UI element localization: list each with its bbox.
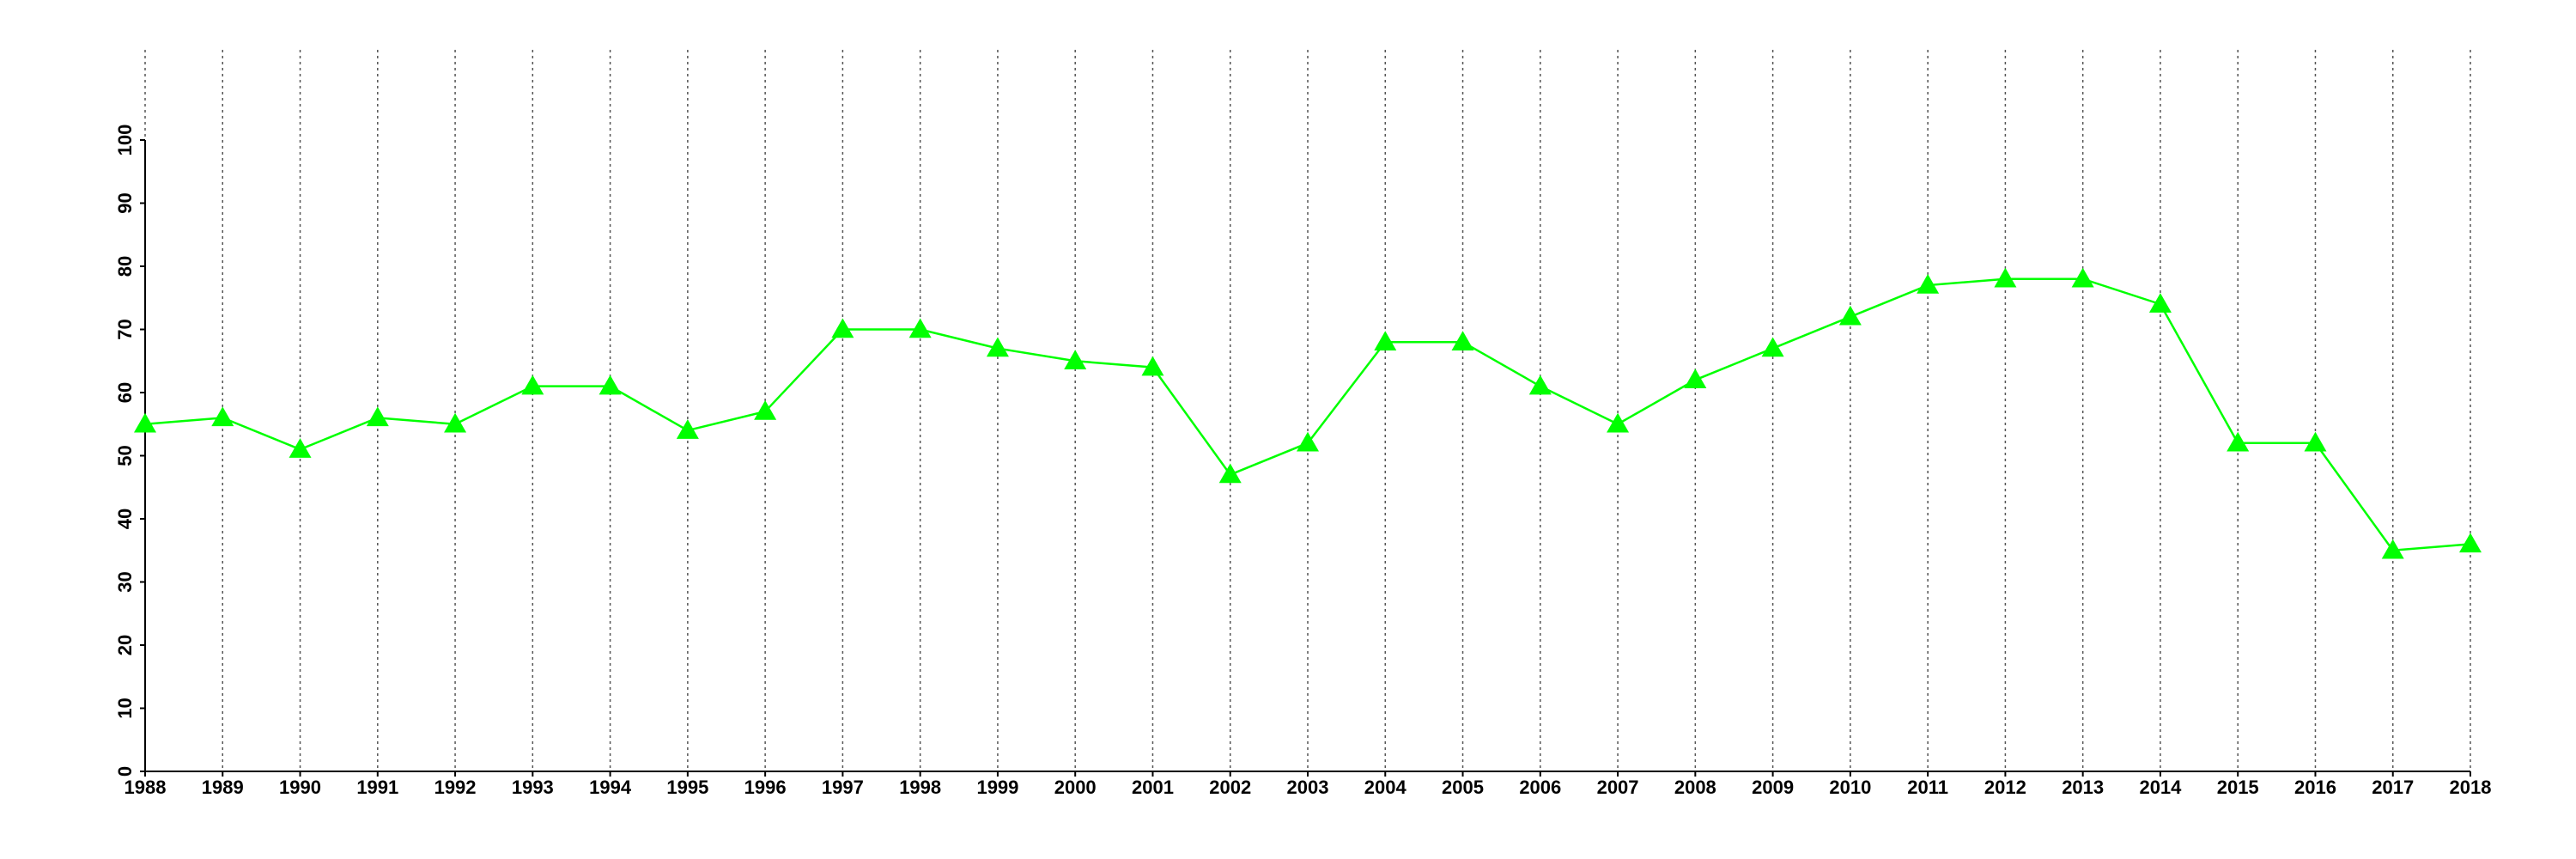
- marker: [211, 406, 234, 427]
- x-tick-label: 1994: [589, 777, 632, 798]
- x-tick-label: 2005: [1442, 777, 1484, 798]
- marker: [986, 337, 1009, 357]
- marker: [2381, 539, 2404, 559]
- marker: [2459, 533, 2482, 553]
- marker: [1141, 356, 1164, 376]
- x-tick-label: 2003: [1287, 777, 1329, 798]
- marker: [2071, 267, 2094, 288]
- marker: [1064, 350, 1087, 369]
- x-tick-label: 2011: [1907, 777, 1948, 798]
- x-tick-label: 1989: [202, 777, 244, 798]
- x-tick-label: 1993: [512, 777, 554, 798]
- data-line: [144, 277, 2471, 552]
- x-tick-label: 1995: [666, 777, 708, 798]
- y-tick-label: 80: [114, 256, 136, 277]
- x-tick-label: 2001: [1132, 777, 1174, 798]
- y-tick-label: 30: [114, 571, 136, 592]
- y-tick-label: 20: [114, 635, 136, 655]
- marker: [289, 438, 312, 458]
- marker: [1917, 274, 1940, 294]
- x-tick-label: 2015: [2217, 777, 2259, 798]
- marker: [444, 412, 467, 433]
- y-tick-label: 40: [114, 509, 136, 529]
- y-tick-label: 70: [114, 319, 136, 339]
- x-tick-label: 2010: [1829, 777, 1871, 798]
- x-tick-label: 1990: [279, 777, 321, 798]
- x-tick-label: 2006: [1519, 777, 1561, 798]
- x-tick-label: 2016: [2294, 777, 2336, 798]
- y-tick-label: 10: [114, 698, 136, 718]
- marker: [2227, 431, 2250, 452]
- marker: [1451, 331, 1474, 350]
- x-tick-label: 1991: [356, 777, 398, 798]
- marker: [1838, 305, 1862, 326]
- x-tick-label: 2013: [2062, 777, 2104, 798]
- marker: [1684, 369, 1707, 389]
- marker: [1761, 337, 1784, 357]
- marker: [831, 318, 854, 338]
- x-tick-label: 1999: [976, 777, 1018, 798]
- x-tick-label: 1996: [744, 777, 787, 798]
- y-tick-label: 50: [114, 445, 136, 466]
- marker: [908, 318, 932, 338]
- y-tick-label: 60: [114, 382, 136, 403]
- x-tick-label: 2018: [2450, 777, 2492, 798]
- x-tick-label: 2009: [1752, 777, 1794, 798]
- marker: [134, 412, 156, 433]
- marker: [366, 406, 389, 427]
- marker: [1528, 375, 1552, 395]
- marker: [754, 400, 777, 420]
- marker: [1374, 331, 1397, 350]
- marker: [2304, 431, 2327, 452]
- marker: [521, 375, 544, 395]
- y-tick-label: 100: [114, 125, 136, 156]
- x-tick-label: 2002: [1209, 777, 1251, 798]
- x-tick-label: 2008: [1674, 777, 1716, 798]
- x-tick-label: 2014: [2139, 777, 2182, 798]
- marker: [598, 375, 622, 395]
- x-tick-label: 1988: [125, 777, 167, 798]
- x-tick-label: 2007: [1597, 777, 1639, 798]
- marker: [1994, 267, 2017, 288]
- x-tick-label: 1998: [899, 777, 941, 798]
- x-tick-label: 2012: [1984, 777, 2026, 798]
- x-tick-label: 1997: [822, 777, 864, 798]
- marker: [1218, 463, 1242, 484]
- x-tick-label: 2000: [1054, 777, 1097, 798]
- y-tick-label: 90: [114, 192, 136, 213]
- y-tick-label: 0: [114, 766, 136, 777]
- marker: [1607, 412, 1630, 433]
- marker: [1297, 431, 1319, 452]
- x-tick-label: 2004: [1364, 777, 1407, 798]
- marker: [2148, 293, 2172, 313]
- x-tick-label: 1992: [434, 777, 477, 798]
- x-tick-label: 2017: [2372, 777, 2414, 798]
- marker: [676, 419, 699, 439]
